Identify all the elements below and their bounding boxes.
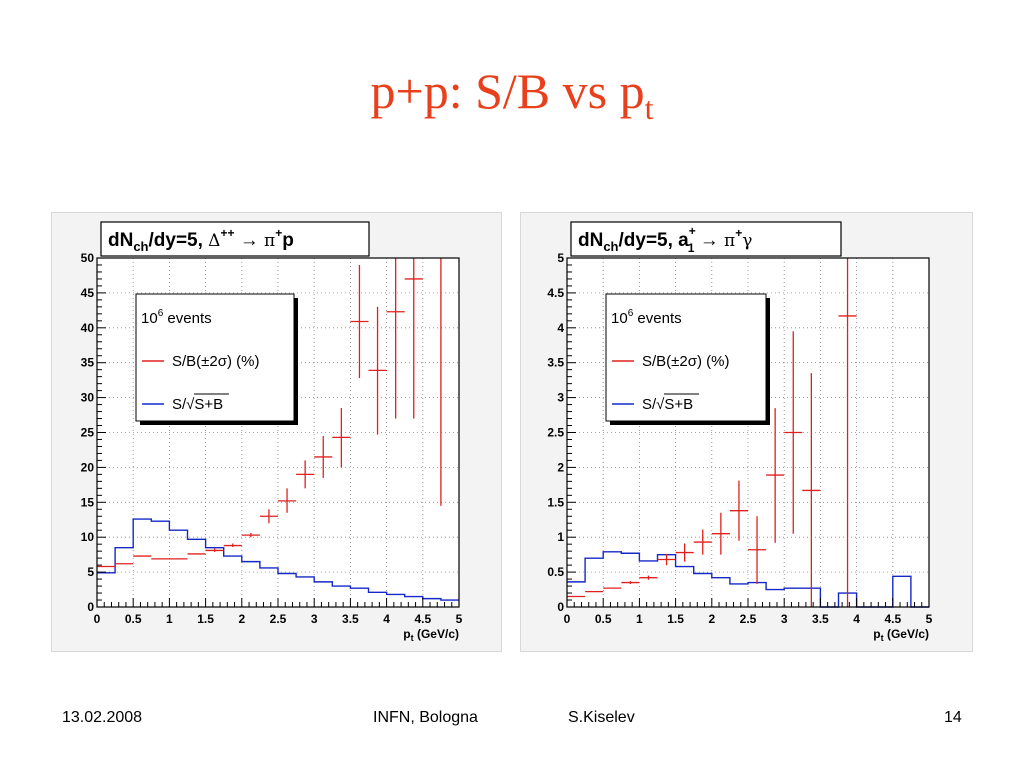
sb-point: [241, 533, 260, 538]
legend-label-significance: S/√S+B: [642, 396, 693, 413]
x-tick-label: 2.5: [270, 612, 287, 626]
footer-page-number: 14: [944, 709, 962, 726]
y-tick-label: 2: [557, 460, 564, 474]
sb-point: [693, 529, 712, 555]
chart-left-svg: 0 0.5 1 1.5 2 2.5 3 3.5 4 4.5 50510152025303540455…: [81, 221, 463, 643]
sb-point: [784, 331, 803, 534]
y-tick-label: 40: [81, 321, 95, 335]
sb-point: [657, 553, 676, 566]
y-tick-label: 4.5: [547, 286, 564, 300]
x-tick-label: 1.5: [197, 612, 214, 626]
slide-title-main: p+p: S/B vs p: [370, 63, 645, 119]
footer-date: 13.02.2008: [62, 709, 143, 726]
chart-panel-right: 0 0.5 1 1.5 2 2.5 3 3.5 4 4.5 5 0 0.5 1 1.5 2 2.5 3 3.5 4 4.…: [520, 212, 973, 652]
x-tick-label: 2.5: [740, 612, 757, 626]
footer-venue: INFN, Bologna: [373, 709, 478, 726]
x-tick-label: 0.5: [595, 612, 612, 626]
y-tick-label: 50: [81, 251, 95, 265]
x-tick-label: 1.5: [667, 612, 684, 626]
sb-point: [223, 543, 242, 547]
sb-point: [621, 581, 640, 584]
y-tick-label: 2.5: [547, 426, 564, 440]
sb-point: [368, 306, 387, 435]
y-tick-label: 35: [81, 356, 95, 370]
y-tick-label: 0: [557, 600, 564, 614]
y-tick-label: 10: [81, 530, 95, 544]
x-tick-label: 3: [781, 612, 788, 626]
x-tick-label: 0.5: [125, 612, 142, 626]
sb-point: [386, 258, 405, 419]
chart-title: dNch/dy=5, a+ 1 → π+γ: [578, 224, 752, 255]
sb-point: [729, 480, 748, 541]
x-tick-label: 3: [311, 612, 318, 626]
sb-point: [259, 509, 278, 524]
sb-point: [332, 408, 351, 468]
sb-point: [766, 408, 785, 543]
x-tick-label: 3.5: [342, 612, 359, 626]
y-tick-label: 15: [81, 495, 95, 509]
x-tick-label: 5: [926, 612, 933, 626]
x-tick-label: 1: [636, 612, 643, 626]
x-tick-label: 0: [94, 612, 101, 626]
y-tick-label: 30: [81, 391, 95, 405]
legend-header: 106 events: [141, 308, 212, 327]
sb-point: [278, 488, 297, 513]
y-tick-label: 5: [87, 565, 94, 579]
significance-step-line: [97, 518, 459, 601]
sb-point: [314, 435, 333, 478]
x-tick-label: 0: [564, 612, 571, 626]
legend-header: 106 events: [611, 308, 682, 327]
chart-title: dNch/dy=5, Δ++ → π+p: [108, 226, 294, 254]
x-tick-label: 4: [383, 612, 390, 626]
x-tick-label: 4.5: [884, 612, 901, 626]
x-tick-label: 3.5: [812, 612, 829, 626]
x-tick-label: 1: [166, 612, 173, 626]
chart-panel-left: 0 0.5 1 1.5 2 2.5 3 3.5 4 4.5 5 0 5 10 15 20 25 30 35 40 45 5…: [51, 212, 502, 652]
sb-point: [802, 373, 821, 607]
chart-right-svg: 0 0.5 1 1.5 2 2.5 3 3.5 4 4.5 5 0 0.5 1 1.5 2 2.5 3 3.5 4 4.…: [547, 221, 933, 643]
sb-point: [675, 543, 694, 562]
y-tick-label: 0.5: [547, 565, 564, 579]
y-tick-label: 3: [557, 391, 564, 405]
x-tick-label: 4: [853, 612, 860, 626]
y-tick-label: 20: [81, 460, 95, 474]
y-tick-label: 4: [557, 321, 564, 335]
footer-author: S.Kiselev: [568, 709, 635, 726]
x-axis-label: pt (GeV/c): [403, 627, 459, 643]
y-tick-label: 5: [557, 251, 564, 265]
y-tick-label: 25: [81, 426, 95, 440]
legend-label-significance: S/√S+B: [172, 396, 223, 413]
legend-label-sb: S/B(±2σ) (%): [642, 353, 730, 370]
y-tick-label: 1.5: [547, 495, 564, 509]
title-box: [100, 221, 370, 257]
y-tick-label: 1: [557, 530, 564, 544]
slide-title-subscript: t: [644, 90, 654, 126]
legend-box: [605, 293, 767, 422]
sb-point: [711, 512, 730, 555]
sb-point: [838, 258, 857, 607]
sb-point: [639, 575, 658, 580]
legend-label-sb: S/B(±2σ) (%): [172, 353, 260, 370]
sb-point: [296, 460, 315, 489]
x-tick-label: 4.5: [414, 612, 431, 626]
x-tick-label: 2: [708, 612, 715, 626]
y-tick-label: 3.5: [547, 356, 564, 370]
legend-box: [135, 293, 295, 422]
slide-title: p+p: S/B vs pt: [0, 62, 1024, 127]
y-tick-label: 45: [81, 286, 95, 300]
sb-point: [205, 548, 224, 552]
sb-point: [404, 258, 423, 419]
x-tick-label: 2: [238, 612, 245, 626]
sb-point: [748, 516, 767, 584]
title-box: [570, 221, 842, 257]
x-tick-label: 5: [456, 612, 463, 626]
y-tick-label: 0: [87, 600, 94, 614]
sb-point: [350, 264, 369, 379]
x-axis-label: pt (GeV/c): [873, 627, 929, 643]
